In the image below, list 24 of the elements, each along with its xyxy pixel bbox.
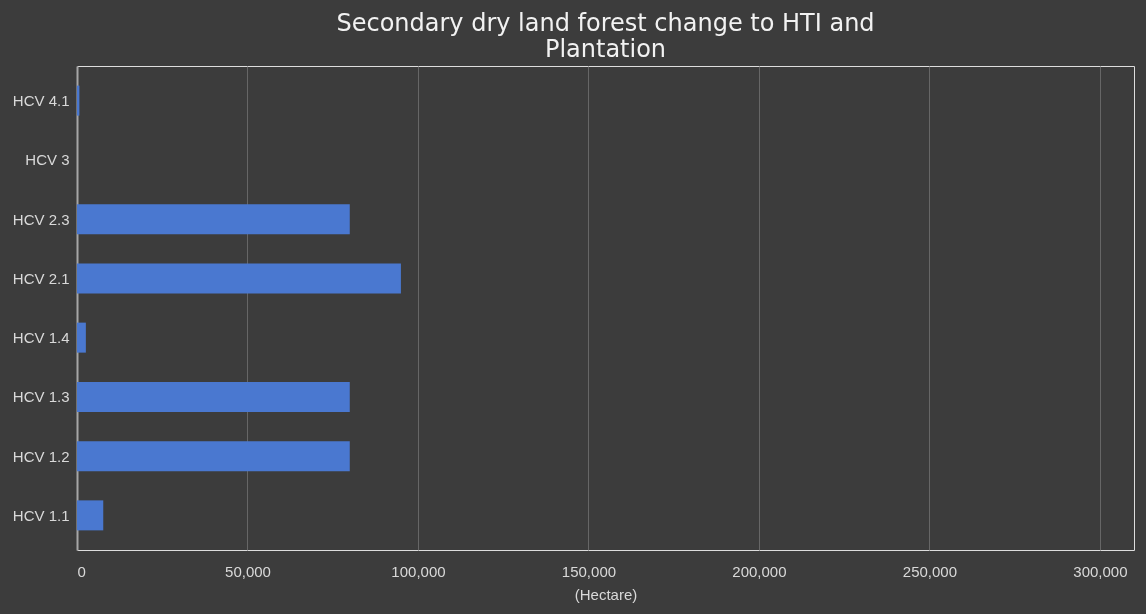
y-tick-label: HCV 4.1 bbox=[12, 92, 70, 110]
bar bbox=[77, 322, 86, 353]
bar bbox=[77, 381, 350, 412]
x-tick-label: 300,000 bbox=[1073, 562, 1128, 580]
y-tick-label: HCV 1.2 bbox=[12, 447, 70, 465]
y-tick-label: HCV 1.3 bbox=[12, 388, 70, 406]
y-tick-label: HCV 2.1 bbox=[12, 269, 70, 287]
x-tick-label: 200,000 bbox=[732, 562, 787, 580]
bar bbox=[77, 204, 350, 235]
x-tick-label: 250,000 bbox=[902, 562, 958, 580]
x-tick-label: 0 bbox=[77, 562, 86, 580]
y-tick-label: HCV 2.3 bbox=[12, 210, 70, 228]
x-tick-label: 50,000 bbox=[225, 562, 271, 580]
bar bbox=[77, 263, 401, 294]
bar bbox=[77, 500, 104, 531]
y-tick-label: HCV 1.4 bbox=[12, 329, 70, 347]
bar bbox=[77, 441, 350, 472]
y-tick-label: HCV 1.1 bbox=[12, 506, 70, 524]
text: Secondary dry land forest change to HTI and bbox=[336, 9, 875, 37]
y-tick-label: HCV 3 bbox=[25, 151, 70, 169]
x-tick-label: 100,000 bbox=[391, 562, 446, 580]
text: Plantation bbox=[544, 35, 667, 63]
x-axis-title: (Hectare) bbox=[574, 585, 638, 603]
x-tick-label: 150,000 bbox=[561, 562, 617, 580]
